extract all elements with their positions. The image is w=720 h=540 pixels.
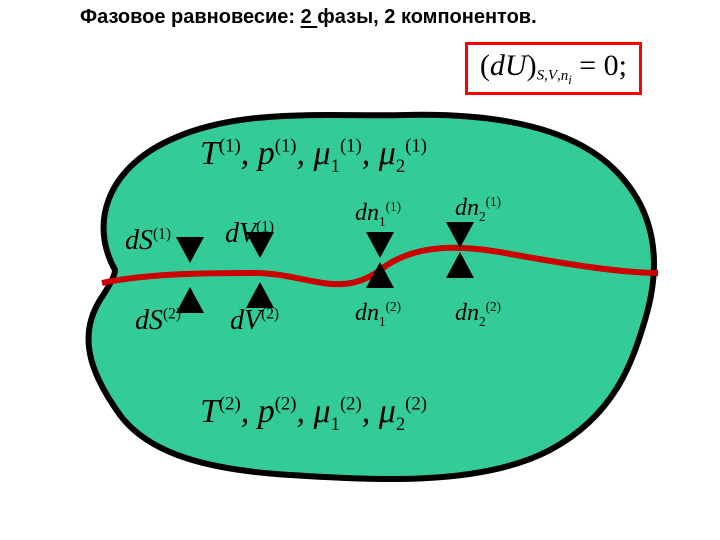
label-dS1: dS(1) [125, 225, 171, 257]
label-dn22: dn2(2) [455, 300, 501, 327]
label-phase1: T(1), p(1), μ1(1), μ2(1) [200, 135, 427, 173]
title-rest: фазы, 2 компонентов. [317, 6, 536, 28]
label-dn11: dn1(1) [355, 200, 401, 227]
label-dV1: dV(1) [225, 218, 274, 250]
label-phase2: T(2), p(2), μ1(2), μ2(2) [200, 393, 427, 431]
page-title: Фазовое равновесие: 2 фазы, 2 компоненто… [80, 6, 537, 29]
label-dn12: dn1(2) [355, 300, 401, 327]
label-dS2: dS(2) [135, 305, 181, 337]
title-two: 2 [301, 6, 318, 28]
stage: Фазовое равновесие: 2 фазы, 2 компоненто… [0, 0, 720, 540]
label-dn21: dn2(1) [455, 195, 501, 222]
equation-box: (dU)S,V,ni = 0; [465, 42, 642, 95]
title-prefix: Фазовое равновесие: [80, 6, 301, 28]
label-dV2: dV(2) [230, 305, 279, 337]
